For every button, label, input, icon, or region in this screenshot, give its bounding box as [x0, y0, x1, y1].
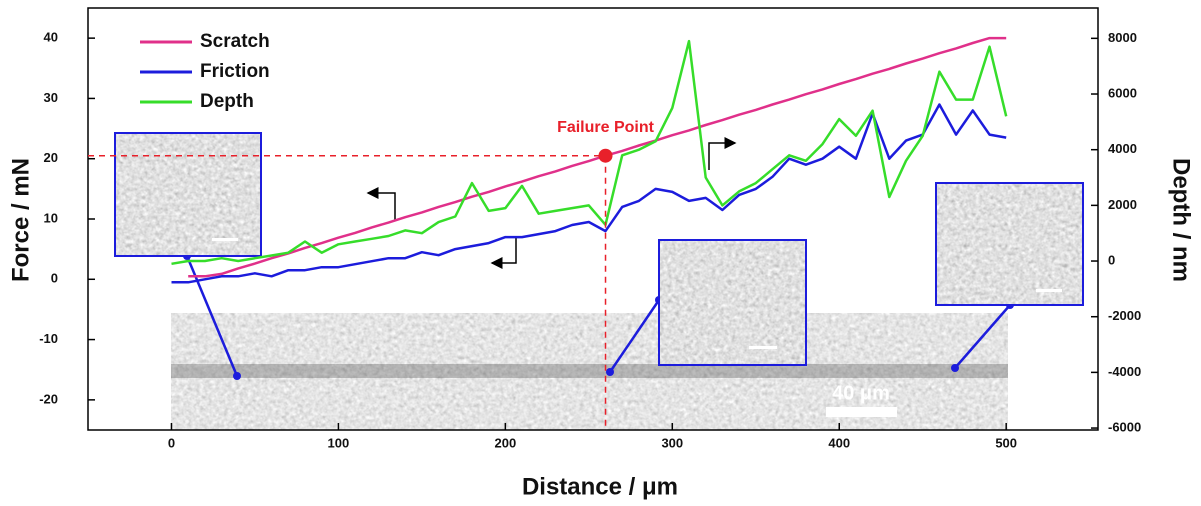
- failure-point: [598, 148, 613, 163]
- inset: [936, 183, 1083, 305]
- legend-label: Scratch: [200, 31, 270, 52]
- arrow: [490, 237, 517, 269]
- inset-scale: [749, 346, 777, 349]
- y-axis-label: Force / mN: [7, 158, 34, 282]
- arrow: [366, 187, 396, 220]
- y-tick-label: 10: [44, 210, 58, 225]
- x-tick-label: 200: [495, 435, 517, 450]
- connector: [608, 299, 661, 373]
- scale-bar: [826, 407, 897, 417]
- sem-images: 40 μm: [114, 132, 1084, 430]
- y-tick-label: 0: [51, 271, 58, 286]
- y2-tick-label: -2000: [1108, 308, 1141, 323]
- x-tick-label: 400: [828, 435, 850, 450]
- scratch-track: [171, 364, 1008, 378]
- connector-dot: [233, 372, 241, 380]
- inset: [114, 132, 262, 257]
- legend-label: Depth: [200, 91, 254, 112]
- inset: [659, 240, 806, 365]
- x-axis-label: Distance / μm: [522, 473, 678, 500]
- y2-axis-label: Depth / nm: [1168, 158, 1195, 282]
- series-line: [188, 36, 1007, 278]
- y-tick-label: 30: [44, 90, 58, 105]
- direction-arrows: [366, 137, 737, 269]
- connector: [954, 304, 1011, 369]
- inset-scale: [212, 238, 238, 241]
- scale-bar-label: 40 μm: [832, 382, 890, 404]
- x-tick-label: 0: [168, 435, 175, 450]
- inset-border: [114, 132, 262, 257]
- y-tick-label: 40: [44, 30, 58, 45]
- connector-dot: [606, 368, 614, 376]
- inset-border: [658, 239, 807, 366]
- x-tick-label: 100: [328, 435, 350, 450]
- connector-dot: [951, 364, 959, 372]
- y-tick-label: -10: [39, 331, 58, 346]
- y2-tick-label: 2000: [1108, 197, 1137, 212]
- inset-scale: [1036, 289, 1062, 292]
- y2-tick-label: -4000: [1108, 364, 1141, 379]
- legend-label: Friction: [200, 61, 270, 82]
- y2-tick-label: 4000: [1108, 141, 1137, 156]
- y2-tick-label: 0: [1108, 252, 1115, 267]
- series-line: [171, 103, 1007, 284]
- y2-tick-label: 6000: [1108, 85, 1137, 100]
- y2-tick-label: -6000: [1108, 419, 1141, 434]
- y-tick-label: 20: [44, 150, 58, 165]
- failure-label: Failure Point: [557, 119, 655, 136]
- y-tick-label: -20: [39, 391, 58, 406]
- series-line: [171, 39, 1008, 266]
- inset-border: [935, 182, 1084, 306]
- arrow: [708, 137, 737, 170]
- y2-tick-label: 8000: [1108, 30, 1137, 45]
- x-tick-label: 300: [661, 435, 683, 450]
- x-tick-label: 500: [995, 435, 1017, 450]
